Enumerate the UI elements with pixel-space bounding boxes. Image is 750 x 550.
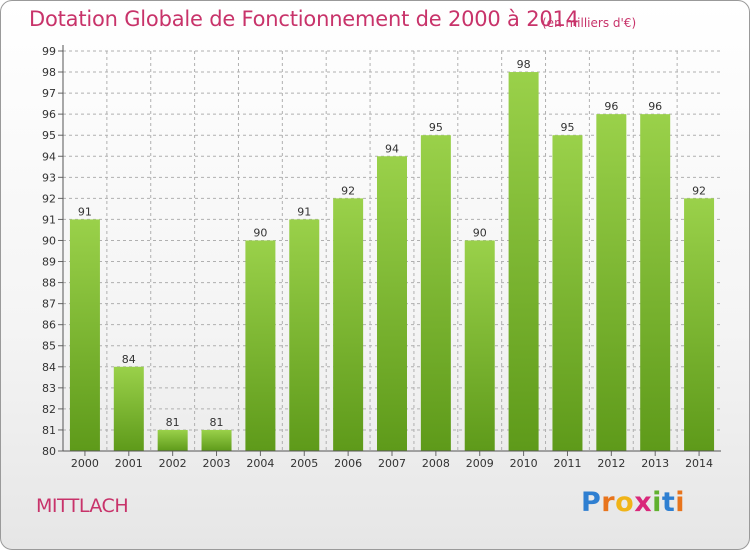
chart-title: Dotation Globale de Fonctionnement de 20… <box>29 7 579 31</box>
bar-2001 <box>113 366 144 451</box>
logo-letter: t <box>661 487 676 518</box>
x-tick-label: 2010 <box>510 457 538 470</box>
x-tick-label: 2001 <box>115 457 143 470</box>
bar-value-label: 95 <box>560 121 574 134</box>
bar-value-label: 95 <box>429 121 443 134</box>
bar-2007 <box>377 156 407 451</box>
logo-letter: o <box>615 487 635 518</box>
x-tick-label: 2004 <box>246 457 274 470</box>
y-tick-label: 91 <box>42 213 56 226</box>
logo-letter: i <box>675 487 686 518</box>
logo-letter: P <box>581 487 602 518</box>
x-tick-label: 2005 <box>290 457 318 470</box>
bar-value-label: 81 <box>210 416 224 429</box>
bar-value-label: 81 <box>166 416 180 429</box>
bar-value-label: 90 <box>253 226 267 239</box>
bar-value-label: 91 <box>297 205 311 218</box>
bar-2003 <box>201 429 232 451</box>
y-tick-label: 87 <box>42 298 56 311</box>
bar-2008 <box>420 135 451 452</box>
bar-2011 <box>552 135 583 452</box>
x-tick-label: 2012 <box>597 457 625 470</box>
bar-2005 <box>289 219 320 451</box>
labels: 80 81 82 83 84 85 86 87 88 89 90 91 92 93 94 95 96 97 98 99… <box>42 45 713 470</box>
y-tick-label: 82 <box>42 403 56 416</box>
x-tick-label: 2006 <box>334 457 362 470</box>
bar-value-label: 94 <box>385 142 399 155</box>
axes <box>58 45 721 456</box>
commune-name: MITTLACH <box>36 495 129 517</box>
bar-2000 <box>69 219 100 451</box>
y-tick-label: 88 <box>42 277 56 290</box>
y-tick-label: 81 <box>42 424 56 437</box>
bar-2014 <box>684 198 715 451</box>
bar-value-label: 92 <box>692 184 706 197</box>
bar-value-label: 92 <box>341 184 355 197</box>
x-tick-label: 2007 <box>378 457 406 470</box>
bar-2009 <box>464 240 495 451</box>
y-tick-label: 89 <box>42 256 56 269</box>
y-tick-label: 83 <box>42 382 56 395</box>
bar-2013 <box>640 114 671 451</box>
x-tick-label: 2013 <box>641 457 669 470</box>
bar-value-label: 91 <box>78 205 92 218</box>
bar-2006 <box>333 198 364 451</box>
y-tick-label: 98 <box>42 66 56 79</box>
bar-value-label: 96 <box>604 100 618 113</box>
bar-value-label: 96 <box>648 100 662 113</box>
logo-letter: i <box>652 487 662 518</box>
x-tick-label: 2009 <box>466 457 494 470</box>
y-tick-label: 92 <box>42 192 56 205</box>
y-tick-label: 85 <box>42 340 56 353</box>
bar-value-label: 84 <box>122 353 136 366</box>
y-tick-label: 86 <box>42 319 56 332</box>
y-tick-label: 93 <box>42 171 56 184</box>
bar-value-label: 90 <box>473 226 487 239</box>
y-tick-label: 94 <box>42 150 56 163</box>
y-tick-label: 90 <box>42 234 56 247</box>
logo-letter: r <box>601 487 616 518</box>
y-tick-label: 84 <box>42 361 56 374</box>
bar-2012 <box>596 114 627 451</box>
x-tick-label: 2002 <box>159 457 187 470</box>
x-tick-label: 2003 <box>203 457 231 470</box>
proxiti-logo: Proxiti <box>581 487 685 518</box>
bar-value-label: 98 <box>517 58 531 71</box>
bar-2004 <box>245 240 276 451</box>
x-tick-label: 2000 <box>71 457 99 470</box>
bar-2010 <box>508 72 539 451</box>
y-tick-label: 97 <box>42 87 56 100</box>
x-tick-label: 2008 <box>422 457 450 470</box>
chart-subtitle: (en milliers d'€) <box>542 16 637 30</box>
y-tick-label: 80 <box>42 445 56 458</box>
bars <box>69 72 715 452</box>
x-tick-label: 2014 <box>685 457 713 470</box>
bar-2002 <box>157 429 188 451</box>
x-tick-label: 2011 <box>553 457 581 470</box>
y-tick-label: 99 <box>42 45 56 58</box>
logo-letter: x <box>634 487 653 518</box>
y-tick-label: 96 <box>42 108 56 121</box>
y-tick-label: 95 <box>42 129 56 142</box>
